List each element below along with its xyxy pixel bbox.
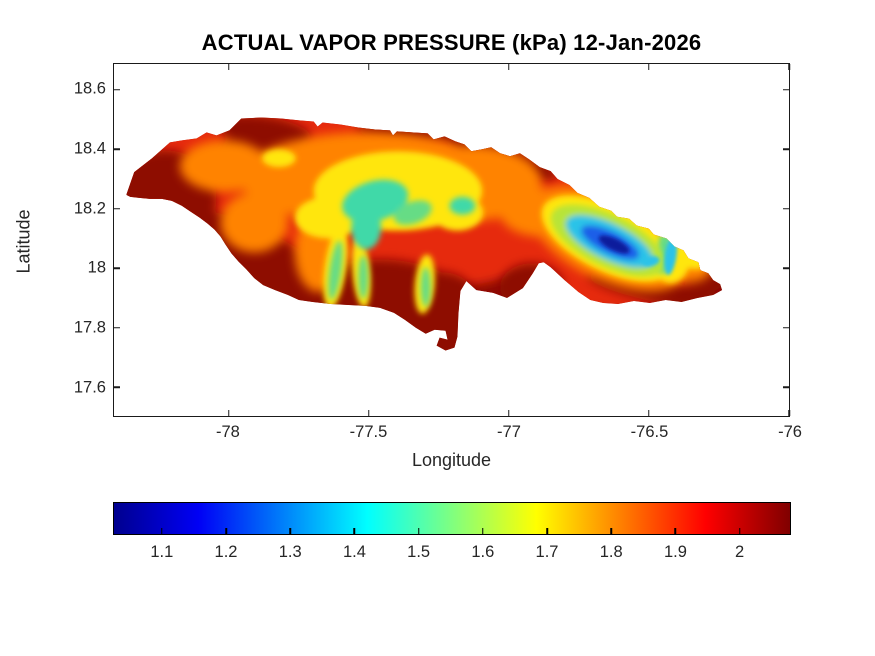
x-tick-mark-top — [508, 64, 510, 70]
y-tick-mark — [114, 386, 120, 388]
y-tick-mark-right — [783, 148, 789, 151]
x-tick-mark — [227, 410, 230, 416]
x-axis-tick-labels: -78 -77.5 -77 -76.5 -76 — [113, 423, 802, 443]
island-fill-layers — [126, 117, 723, 351]
y-tick-mark — [114, 326, 120, 329]
y-tick-mark — [114, 267, 120, 269]
colorbar-gradient — [114, 503, 790, 534]
y-tick-mark — [114, 208, 120, 210]
colorbar-tick-label: 1.3 — [278, 543, 302, 561]
x-tick-mark-top — [367, 64, 370, 70]
colorbar-tick-label: 1.7 — [535, 543, 559, 561]
x-tick-mark — [648, 410, 650, 416]
x-tick-label: -77.5 — [349, 423, 388, 441]
colorbar-tick-label: 2 — [735, 543, 745, 561]
colorbar-tick-label: 1.8 — [599, 543, 623, 561]
x-tick-mark-top — [788, 64, 790, 70]
y-tick-mark — [114, 89, 120, 91]
x-tick-mark-top — [227, 64, 230, 70]
colorbar — [113, 502, 791, 535]
colorbar-tick-label: 1.1 — [150, 543, 174, 561]
y-tick-mark-right — [783, 89, 789, 91]
y-tick-label: 17.8 — [73, 318, 106, 337]
y-axis-label: Latitude — [13, 209, 34, 274]
y-tick-label: 18.4 — [73, 139, 106, 158]
colorbar-tick-label: 1.9 — [663, 543, 687, 561]
x-tick-label: -76 — [778, 423, 802, 441]
map-plot-area — [113, 63, 790, 417]
x-tick-mark — [788, 410, 790, 416]
y-tick-label: 17.6 — [73, 378, 106, 397]
colorbar-tick-label: 1.5 — [407, 543, 431, 561]
chart-title: ACTUAL VAPOR PRESSURE (kPa) 12-Jan-2026 — [201, 30, 702, 55]
colorbar-tick-label: 1.6 — [471, 543, 495, 561]
y-tick-mark-right — [783, 267, 789, 269]
y-axis-tick-labels: 18.6 18.4 18.2 18 17.8 17.6 — [36, 63, 106, 417]
jamaica-vapor-pressure-map — [126, 117, 723, 351]
green-zones — [328, 179, 671, 307]
x-tick-mark — [508, 410, 510, 416]
colorbar-tick-label: 1.4 — [342, 543, 366, 561]
x-tick-label: -78 — [216, 423, 240, 441]
colorbar-tick-label: 1.2 — [214, 543, 238, 561]
x-tick-mark — [367, 410, 370, 416]
x-tick-label: -76.5 — [630, 423, 669, 441]
x-tick-label: -77 — [497, 423, 521, 441]
y-tick-mark — [114, 148, 120, 151]
x-axis-label: Longitude — [411, 450, 492, 470]
y-tick-label: 18 — [87, 258, 106, 277]
y-tick-label: 18.6 — [73, 79, 106, 98]
colorbar-tick-labels: 1.1 1.2 1.3 1.4 1.5 1.6 1.7 1.8 1.9 2 — [113, 543, 791, 565]
y-tick-mark-right — [783, 326, 789, 329]
y-tick-label: 18.2 — [73, 199, 106, 218]
y-tick-mark-right — [783, 208, 789, 210]
x-tick-mark-top — [648, 64, 650, 70]
y-tick-mark-right — [783, 386, 789, 388]
